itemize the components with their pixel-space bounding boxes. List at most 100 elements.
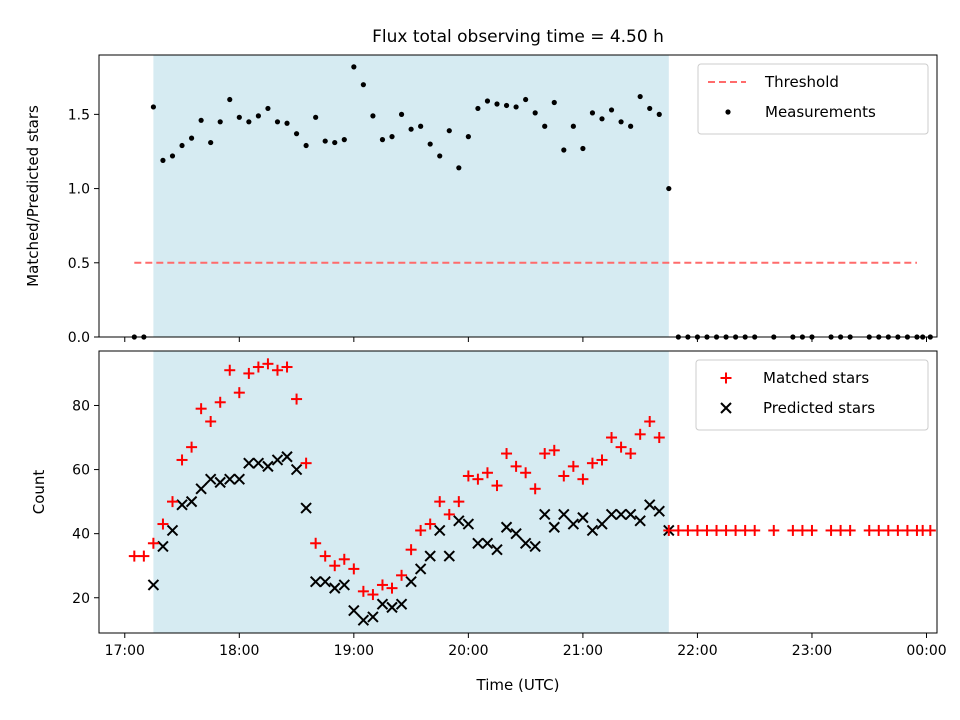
matched-star-point bbox=[415, 524, 427, 536]
matched-star-point bbox=[730, 524, 742, 536]
matched-star-point bbox=[682, 524, 694, 536]
matched-star-point bbox=[291, 393, 303, 405]
matched-star-point bbox=[577, 473, 589, 485]
matched-star-point bbox=[205, 416, 217, 427]
matched-star-point bbox=[357, 585, 369, 597]
legend-label: Measurements bbox=[765, 103, 876, 121]
predicted-star-point bbox=[548, 521, 560, 533]
predicted-star-point bbox=[157, 540, 169, 553]
matched-star-point bbox=[138, 550, 150, 562]
predicted-star-point bbox=[329, 582, 341, 594]
y-tick-label: 20 bbox=[72, 591, 90, 607]
measurement-point bbox=[551, 99, 557, 106]
top-y-ticks: 0.0 0.5 1.0 1.5 bbox=[68, 107, 99, 346]
measurement-point bbox=[628, 123, 634, 129]
predicted-star-point bbox=[309, 576, 322, 588]
top-legend: Threshold Measurements bbox=[697, 63, 929, 135]
matched-star-point bbox=[281, 361, 293, 373]
top-panel: 0.0 0.5 1.0 1.5 Flux total observing time =… bbox=[24, 27, 938, 346]
predicted-star-point bbox=[624, 508, 637, 521]
x-axis-label: Time (UTC) bbox=[476, 676, 560, 694]
predicted-star-point bbox=[290, 463, 303, 476]
measurement-point bbox=[446, 128, 452, 134]
x-tick-label: 20:00 bbox=[448, 643, 488, 659]
y-tick-label: 40 bbox=[72, 527, 90, 543]
matched-star-point bbox=[720, 524, 732, 536]
x-tick-label: 00:00 bbox=[906, 643, 946, 659]
matched-star-point bbox=[338, 553, 350, 565]
measurement-point bbox=[379, 137, 386, 143]
bottom-legend: Matched stars Predicted stars bbox=[695, 359, 929, 431]
predicted-star-point bbox=[414, 563, 427, 575]
predicted-star-point bbox=[491, 543, 503, 556]
predicted-star-point bbox=[405, 576, 417, 588]
matched-star-point bbox=[147, 537, 159, 549]
y-tick-label: 0.5 bbox=[68, 256, 90, 272]
predicted-star-point bbox=[653, 505, 665, 517]
measurement-point bbox=[150, 104, 157, 110]
predicted-star-point bbox=[224, 473, 236, 485]
legend-label: Predicted stars bbox=[763, 399, 875, 417]
predicted-star-point bbox=[367, 611, 379, 623]
matched-star-point bbox=[539, 448, 551, 460]
predicted-star-point bbox=[395, 598, 408, 610]
predicted-star-point bbox=[233, 473, 246, 485]
measurement-point bbox=[313, 114, 319, 120]
predicted-star-point bbox=[539, 508, 551, 521]
matched-star-point bbox=[462, 470, 474, 482]
matched-star-point bbox=[796, 524, 808, 536]
measurement-point bbox=[236, 114, 242, 120]
predicted-star-point bbox=[424, 550, 436, 562]
matched-star-point bbox=[396, 569, 408, 581]
measurement-point bbox=[589, 110, 596, 116]
bottom-y-ticks: 20 40 60 80 bbox=[72, 398, 99, 607]
predicted-star-point bbox=[567, 518, 580, 530]
measurement-point bbox=[255, 113, 261, 119]
predicted-star-point bbox=[195, 483, 207, 495]
matched-star-point bbox=[606, 432, 618, 444]
y-tick-label: 0.0 bbox=[68, 330, 90, 346]
measurement-point bbox=[160, 157, 166, 163]
measurement-point bbox=[427, 141, 433, 147]
matched-star-point bbox=[873, 524, 885, 536]
y-tick-label: 60 bbox=[72, 463, 90, 479]
matched-star-point bbox=[567, 460, 579, 472]
matched-star-point bbox=[310, 537, 322, 549]
measurement-point bbox=[465, 134, 471, 140]
measurement-point bbox=[408, 126, 414, 132]
measurement-point bbox=[246, 119, 252, 125]
x-tick-label: 21:00 bbox=[563, 643, 603, 659]
matched-star-point bbox=[300, 457, 312, 469]
matched-star-point bbox=[901, 524, 913, 536]
matched-star-point bbox=[386, 582, 398, 594]
x-tick-label: 22:00 bbox=[677, 643, 717, 659]
measurement-point bbox=[274, 119, 281, 125]
bottom-x-ticks: 17:00 18:00 19:00 20:00 21:00 22:00 23:00 00:00 bbox=[105, 633, 947, 659]
matched-star-point bbox=[271, 364, 283, 376]
predicted-star-point bbox=[596, 518, 608, 530]
matched-star-point bbox=[653, 432, 665, 444]
measurement-point bbox=[637, 93, 643, 100]
bottom-panel: 20 40 60 80 17:00 18:00 19:00 20:00 21:00 22:00 2… bbox=[30, 350, 947, 694]
measurement-point bbox=[370, 113, 376, 119]
matched-star-point bbox=[472, 473, 484, 485]
matched-star-point bbox=[749, 524, 761, 536]
measurement-point bbox=[179, 142, 185, 149]
predicted-star-point bbox=[605, 508, 618, 521]
x-tick-label: 23:00 bbox=[792, 643, 832, 659]
top-y-axis-label: Matched/Predicted stars bbox=[24, 105, 42, 287]
predicted-star-point bbox=[204, 473, 217, 485]
matched-star-point bbox=[376, 579, 388, 591]
top-measurements-layer bbox=[131, 64, 933, 340]
measurement-point bbox=[398, 111, 405, 117]
legend-box bbox=[697, 63, 929, 135]
predicted-star-point bbox=[185, 495, 198, 508]
measurement-point bbox=[332, 139, 338, 146]
matched-star-point bbox=[405, 544, 417, 556]
predicted-star-point bbox=[386, 601, 398, 614]
matched-star-point bbox=[491, 480, 503, 492]
matched-star-point bbox=[224, 364, 236, 376]
predicted-star-point bbox=[319, 576, 331, 588]
legend-predicted-swatch bbox=[720, 402, 732, 414]
predicted-star-point bbox=[519, 537, 532, 549]
